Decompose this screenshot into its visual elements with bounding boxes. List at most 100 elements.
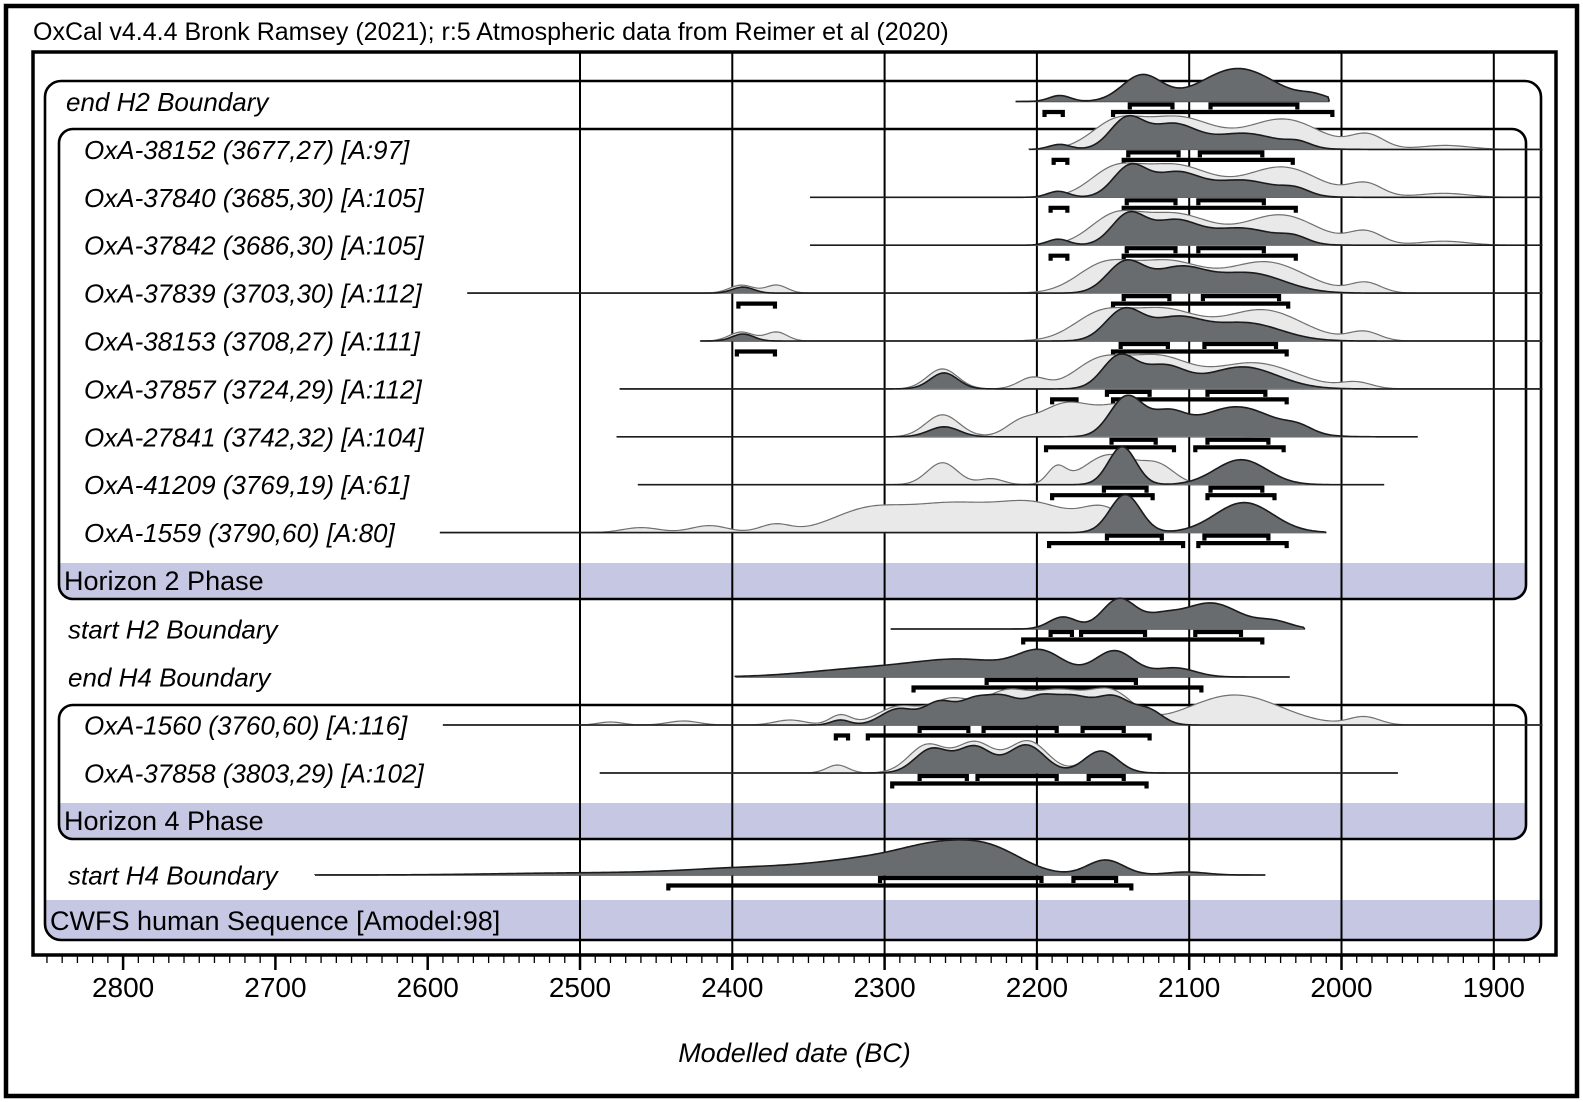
row-dark-curve xyxy=(810,210,1543,246)
row-dark-curve xyxy=(734,648,1290,678)
row-label-boundary: end H4 Boundary xyxy=(68,663,272,693)
range-bar-68 xyxy=(984,677,1138,685)
range-bar-95 xyxy=(1048,253,1070,261)
distribution-row xyxy=(1015,67,1335,117)
range-bar-68 xyxy=(981,725,1059,733)
range-bar-95 xyxy=(1193,445,1286,453)
row-label-date: OxA-1560 (3760,60) [A:116] xyxy=(84,711,408,741)
row-label-date: OxA-38152 (3677,27) [A:97] xyxy=(84,135,410,165)
row-label-boundary: end H2 Boundary xyxy=(66,87,270,117)
x-tick-label: 2400 xyxy=(701,972,763,1003)
row-dark-curve xyxy=(442,693,1543,726)
x-tick-label: 2600 xyxy=(397,972,459,1003)
range-bar-68 xyxy=(1200,294,1282,302)
range-bar-68 xyxy=(1196,198,1266,206)
range-bar-68 xyxy=(1196,246,1266,254)
row-dark-curve xyxy=(619,353,1543,390)
range-bar-68 xyxy=(1202,533,1271,541)
distribution-row xyxy=(442,687,1543,741)
x-tick-label: 2000 xyxy=(1310,972,1372,1003)
distribution-row xyxy=(809,162,1543,213)
range-bar-68 xyxy=(877,875,1044,883)
x-tick-label: 2500 xyxy=(549,972,611,1003)
row-dark-curve xyxy=(616,394,1418,438)
figure-border xyxy=(3,3,1580,1099)
phase-band-label: CWFS human Sequence [Amodel:98] xyxy=(50,906,500,936)
distribution-row xyxy=(637,445,1385,501)
range-bar-95 xyxy=(1046,541,1186,549)
range-bar-95 xyxy=(1043,445,1177,453)
range-bar-68 xyxy=(1127,102,1175,110)
row-label-date: OxA-37839 (3703,30) [A:112] xyxy=(84,279,423,309)
range-bar-95 xyxy=(865,733,1152,741)
row-label-date: OxA-37858 (3803,29) [A:102] xyxy=(84,759,424,789)
range-bar-68 xyxy=(1078,629,1148,637)
row-label-date: OxA-1559 (3790,60) [A:80] xyxy=(84,518,396,548)
range-bar-95 xyxy=(734,349,778,357)
distribution-row xyxy=(699,306,1543,357)
row-dark-curve xyxy=(637,445,1385,486)
range-bar-68 xyxy=(1104,389,1152,397)
range-bar-68 xyxy=(1109,437,1158,445)
plot-title: OxCal v4.4.4 Bronk Ramsey (2021); r:5 At… xyxy=(33,18,949,46)
x-tick-label: 2300 xyxy=(853,972,915,1003)
distribution-row xyxy=(616,394,1418,453)
phase-band xyxy=(59,803,1526,839)
range-bar-68 xyxy=(1086,773,1126,781)
range-bar-95 xyxy=(1042,109,1065,117)
row-label-boundary: start H2 Boundary xyxy=(68,615,280,645)
range-bar-68 xyxy=(1080,725,1126,733)
range-bar-68 xyxy=(1205,389,1268,397)
distribution-row xyxy=(734,648,1290,693)
phase-frame-h4 xyxy=(57,703,1528,841)
range-bar-95 xyxy=(1110,349,1289,357)
distribution-row xyxy=(467,258,1543,309)
range-bar-95 xyxy=(890,781,1149,789)
row-dark-curve xyxy=(467,259,1543,294)
row-dark-curve xyxy=(439,493,1327,534)
range-bar-68 xyxy=(1126,150,1181,158)
range-bar-68 xyxy=(1071,875,1119,883)
phase-band xyxy=(59,563,1526,599)
range-bar-68 xyxy=(1193,629,1244,637)
x-tick-label: 2700 xyxy=(244,972,306,1003)
row-label-date: OxA-37842 (3686,30) [A:105] xyxy=(84,231,424,261)
range-bar-68 xyxy=(1124,198,1178,206)
range-bar-68 xyxy=(917,725,971,733)
range-bar-95 xyxy=(1110,109,1335,117)
plot-border xyxy=(31,50,1558,957)
range-bar-95 xyxy=(1048,205,1070,213)
row-label-date: OxA-38153 (3708,27) [A:111] xyxy=(84,327,421,357)
range-bar-68 xyxy=(1048,629,1075,637)
range-bar-68 xyxy=(1101,485,1149,493)
range-bar-95 xyxy=(1121,157,1295,165)
range-bar-68 xyxy=(1121,294,1172,302)
range-bar-68 xyxy=(1202,341,1279,349)
range-bar-95 xyxy=(1021,637,1265,645)
range-bar-68 xyxy=(1104,533,1164,541)
phase-band xyxy=(45,900,1541,939)
range-bar-95 xyxy=(1051,157,1070,165)
phase-frame-h2 xyxy=(57,127,1528,601)
range-bar-68 xyxy=(1124,246,1178,254)
row-dark-curve xyxy=(890,597,1306,630)
range-bar-68 xyxy=(1205,437,1271,445)
row-dark-curve xyxy=(1028,114,1543,151)
range-bar-95 xyxy=(911,685,1204,693)
range-bar-68 xyxy=(975,773,1059,781)
range-bar-68 xyxy=(1197,150,1265,158)
range-bar-95 xyxy=(666,883,1134,891)
row-label-boundary: start H4 Boundary xyxy=(68,861,280,891)
phase-band-label: Horizon 2 Phase xyxy=(64,566,264,596)
row-label-date: OxA-27841 (3742,32) [A:104] xyxy=(84,422,424,452)
range-bar-95 xyxy=(1110,301,1291,309)
x-axis-label: Modelled date (BC) xyxy=(678,1038,911,1068)
range-bar-95 xyxy=(833,733,851,741)
x-tick-label: 2200 xyxy=(1006,972,1068,1003)
sequence-frame xyxy=(43,79,1543,942)
range-bar-68 xyxy=(1118,341,1170,349)
row-label-date: OxA-37857 (3724,29) [A:112] xyxy=(84,374,423,404)
row-dark-curve xyxy=(599,743,1398,774)
